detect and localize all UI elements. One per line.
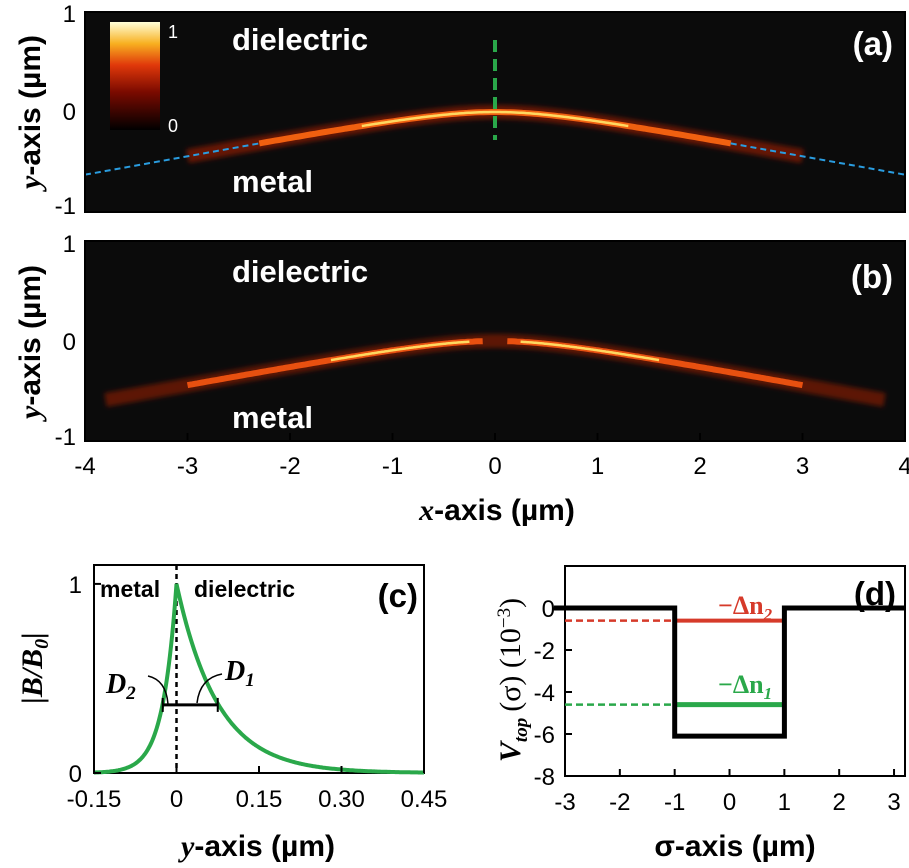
panel-b-dielectric-label: dielectric <box>232 254 368 289</box>
panel-a-yticks: 1 0 -1 <box>55 1 76 220</box>
panel-a-ytick: 0 <box>63 99 76 126</box>
panel-a: 1 0 dielectric metal (a) 1 0 -1 y-axis (… <box>14 1 906 220</box>
panel-d-potential-well <box>554 605 905 739</box>
panel-d-ytick-label: -6 <box>534 722 555 749</box>
panel-b-xtick-label: -3 <box>177 453 198 480</box>
panel-b-xtick-label: 3 <box>796 453 809 480</box>
colorbar <box>110 22 160 130</box>
panel-b-field-right-core <box>520 340 660 362</box>
panel-d-xtick-label: 2 <box>833 789 846 816</box>
panel-b-ytick: -1 <box>55 424 76 451</box>
panel-a-ytick: -1 <box>55 193 76 220</box>
panel-c-frame <box>93 564 425 774</box>
panel-a-label: (a) <box>853 25 893 62</box>
panel-d-label: (d) <box>854 575 896 612</box>
panel-b-field-left-core <box>330 340 470 362</box>
panel-b-label: (b) <box>851 258 893 295</box>
panel-d-ytick-label: 0 <box>542 596 555 623</box>
panel-c-metal-label: metal <box>100 576 160 602</box>
panel-d-ytick-label: -8 <box>534 764 555 791</box>
panel-c-ylabel: |B/B0| <box>16 632 53 704</box>
panel-b-xticks: -4 -3 -2 -1 0 1 2 3 4 <box>74 433 909 480</box>
panel-c-d2-label: D2 <box>105 669 136 704</box>
colorbar-min-label: 0 <box>168 116 178 136</box>
panel-b-xtick-label: -2 <box>279 453 300 480</box>
panel-c-d1-label: D1 <box>224 656 255 691</box>
panel-b-ylabel: y-axis (µm) <box>14 265 47 422</box>
panel-c-xtick-label: 0 <box>170 786 183 813</box>
panel-c-xlabel: y-axis (µm) <box>178 830 335 863</box>
panel-a-ytick: 1 <box>63 1 76 28</box>
panel-a-field-core <box>361 110 629 128</box>
panel-b-xtick-label: 0 <box>488 453 501 480</box>
panel-d-ticks: -3 -2 -1 0 1 2 3 0 -2 -4 -6 -8 <box>534 596 901 816</box>
panel-c-d1-pointer <box>196 673 223 704</box>
colorbar-max-label: 1 <box>168 22 178 42</box>
panel-ab-xlabel: x-axis (µm) <box>418 494 575 527</box>
panel-b-xtick-label: 1 <box>591 453 604 480</box>
panel-a-dielectric-label: dielectric <box>232 22 368 57</box>
panel-b-ytick: 1 <box>63 231 76 258</box>
panel-b-xtick-label: -1 <box>382 453 403 480</box>
panel-d-ytick-label: -2 <box>534 638 555 665</box>
panel-c-xtick-label: 0.15 <box>236 786 283 813</box>
panel-d-frame <box>564 565 906 777</box>
panel-a-frame <box>84 11 906 213</box>
panel-c-field-curve <box>94 583 424 775</box>
panel-b-xtick-label: -4 <box>74 453 95 480</box>
panel-c-label: (c) <box>378 577 418 614</box>
panel-b-xtick-label: 2 <box>693 453 706 480</box>
panel-d-xtick-label: -3 <box>554 789 575 816</box>
panel-a-metal-label: metal <box>232 164 313 199</box>
panel-d-xtick-label: -1 <box>664 789 685 816</box>
panel-d-xtick-label: 0 <box>723 789 736 816</box>
panel-d-n2-label: −Δn2 <box>718 591 773 624</box>
panel-a-ylabel: y-axis (µm) <box>14 35 47 192</box>
panel-c-dielectric-label: dielectric <box>194 576 295 602</box>
panel-b: dielectric metal (b) 1 0 -1 y-axis (µm) … <box>14 231 909 527</box>
panel-d: −Δn2 −Δn1 (d) -3 -2 -1 0 1 2 3 0 -2 -4 -6 -8 Vtop(σ… <box>494 565 906 863</box>
panel-d-xtick-label: 1 <box>778 789 791 816</box>
panel-b-yticks: 1 0 -1 <box>55 231 76 451</box>
panel-d-ylabel: Vtop(σ) (10−3) <box>494 598 532 762</box>
panel-b-metal-label: metal <box>232 400 313 435</box>
panel-c-d2-pointer <box>147 675 169 705</box>
panel-b-xtick-label: 4 <box>898 453 909 480</box>
panel-c-xtick-label: 0.30 <box>318 786 365 813</box>
panel-d-ytick-label: -4 <box>534 680 555 707</box>
panel-c-xtick-label: 0.45 <box>401 786 448 813</box>
panel-b-ytick: 0 <box>63 329 76 356</box>
panel-d-xlabel: σ-axis (µm) <box>654 830 815 863</box>
panel-d-xtick-label: -2 <box>609 789 630 816</box>
panel-c: D2 D1 metal dielectric (c) -0.15 0 0.15 0.3… <box>16 564 448 863</box>
panel-c-ytick-label: 1 <box>69 572 82 599</box>
panel-c-xtick-label: -0.15 <box>67 786 122 813</box>
panel-d-xtick-label: 3 <box>887 789 900 816</box>
panel-c-ytick-label: 0 <box>69 761 82 788</box>
panel-d-n1-label: −Δn1 <box>718 670 772 703</box>
